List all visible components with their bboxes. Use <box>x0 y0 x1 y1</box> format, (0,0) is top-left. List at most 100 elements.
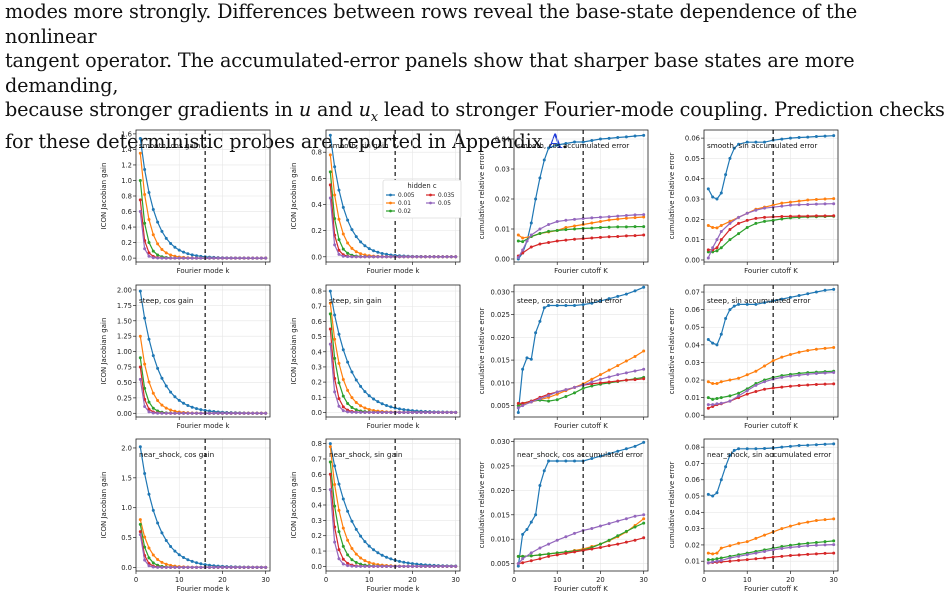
data-point <box>238 411 242 415</box>
data-point <box>529 245 533 249</box>
data-point <box>350 370 354 374</box>
data-point <box>337 381 341 385</box>
data-point <box>797 373 801 377</box>
y-tick-label: 1.2 <box>121 161 132 169</box>
data-point <box>195 561 199 565</box>
data-point <box>346 553 350 557</box>
data-point <box>806 292 810 296</box>
data-point <box>529 551 533 555</box>
data-point <box>350 228 354 232</box>
data-point <box>564 459 568 463</box>
data-point <box>754 140 758 144</box>
data-point <box>328 301 332 305</box>
data-point <box>607 522 611 526</box>
data-point <box>728 238 732 242</box>
axes-frame <box>135 438 271 572</box>
x-axis-label: Fourier mode k <box>177 585 231 593</box>
data-point <box>341 394 345 398</box>
y-tick-label: 2.0 <box>121 444 132 452</box>
data-point <box>169 408 173 412</box>
data-point <box>328 183 332 187</box>
panel-7: 0.00 0.01 0.02 0.03 0.04 0.05 0.06 0.07 Fourier … <box>668 284 839 430</box>
data-point <box>706 551 710 555</box>
data-point <box>389 410 393 414</box>
data-point <box>711 560 715 564</box>
y-axis-label: ICON Jacobian gain <box>100 163 108 230</box>
data-point <box>151 391 155 395</box>
paragraph-line-3c: lead to stronger Fourier-mode coupling. … <box>377 98 945 121</box>
data-point <box>529 559 533 563</box>
data-point <box>428 255 432 259</box>
legend-entry-0.005: 0.005 <box>398 193 415 199</box>
data-point <box>143 168 147 172</box>
data-point <box>169 565 173 569</box>
data-point <box>203 408 207 412</box>
panel-title: smooth, cos accumulated error <box>517 141 629 150</box>
data-point <box>737 232 741 236</box>
data-point <box>363 406 367 410</box>
data-point <box>598 373 602 377</box>
data-point <box>598 215 602 219</box>
data-point <box>406 255 410 259</box>
y-tick-label: 0.8 <box>311 440 322 448</box>
series-line-0.005 <box>517 441 644 567</box>
y-tick-label: 0.03 <box>685 359 700 367</box>
data-point <box>728 228 732 232</box>
data-point <box>724 316 728 320</box>
data-point <box>138 522 142 526</box>
x-axis-label: Fourier cutoff K <box>554 585 608 593</box>
y-axis-label: ICON Jacobian gain <box>100 472 108 539</box>
data-point <box>633 225 637 229</box>
data-point <box>590 216 594 220</box>
data-point <box>607 215 611 219</box>
data-point <box>788 545 792 549</box>
data-point <box>715 226 719 230</box>
data-point <box>529 520 533 524</box>
panel-title: near_shock, sin gain <box>329 450 402 459</box>
data-point <box>573 459 577 463</box>
axes-frame <box>703 438 839 572</box>
data-point <box>333 313 337 317</box>
data-point <box>341 205 345 209</box>
y-tick-label: 0.025 <box>491 311 510 319</box>
legend: hidden c 0.005 0.01 0.02 0.035 0.05 <box>382 179 462 219</box>
paragraph-line-4a: for these deterministic probes are repor… <box>5 130 549 154</box>
data-point <box>538 232 542 235</box>
data-point <box>598 546 602 550</box>
data-point <box>169 256 173 260</box>
data-point <box>354 250 358 254</box>
data-point <box>138 377 142 381</box>
data-point <box>199 565 203 569</box>
data-point <box>788 203 792 207</box>
data-point <box>814 443 818 447</box>
data-point <box>341 409 345 413</box>
data-point <box>806 541 810 545</box>
data-point <box>754 216 758 220</box>
data-point <box>521 367 525 371</box>
data-point <box>363 390 367 394</box>
data-point <box>538 227 542 231</box>
paragraph-line-3a: because stronger gradients in <box>5 98 299 121</box>
data-point <box>354 408 358 412</box>
data-point <box>143 362 147 366</box>
data-point <box>151 233 155 237</box>
x-tick-label: 10 <box>743 576 752 584</box>
data-point <box>823 518 827 522</box>
series-line-0.05 <box>707 203 834 259</box>
data-point <box>564 535 568 539</box>
data-point <box>143 404 147 408</box>
data-point <box>207 565 211 569</box>
data-point <box>367 255 371 259</box>
data-point <box>823 346 827 350</box>
y-tick-label: 0.4 <box>311 502 322 510</box>
data-point <box>616 364 620 368</box>
data-point <box>190 405 194 409</box>
data-point <box>624 529 628 533</box>
y-tick-label: 0.75 <box>117 364 132 372</box>
data-point <box>590 526 594 530</box>
appendix-link[interactable]: A <box>548 130 562 154</box>
data-point <box>624 359 628 363</box>
data-point <box>143 386 147 390</box>
x-tick-label: 0 <box>324 576 328 584</box>
